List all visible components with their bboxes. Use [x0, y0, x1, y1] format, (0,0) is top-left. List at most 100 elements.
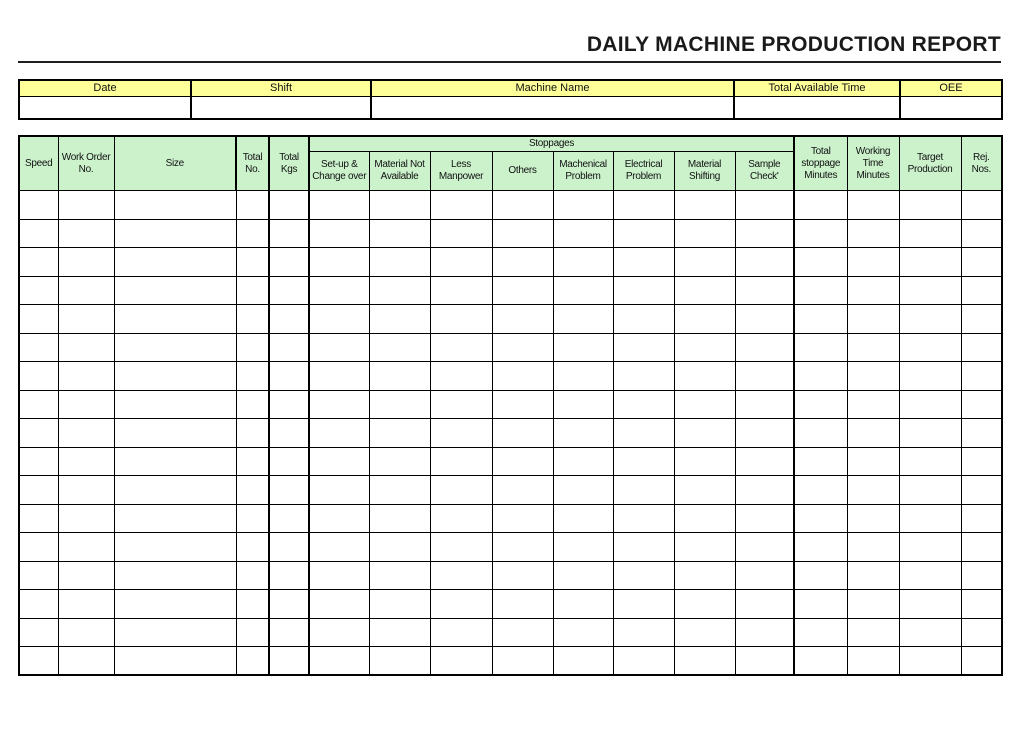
body-cell[interactable]: [673, 589, 736, 619]
body-cell[interactable]: [612, 475, 675, 505]
body-cell[interactable]: [612, 218, 675, 248]
body-cell[interactable]: [960, 503, 1003, 533]
body-cell[interactable]: [18, 190, 59, 220]
body-cell[interactable]: [491, 475, 554, 505]
body-cell[interactable]: [308, 560, 370, 590]
body-cell[interactable]: [898, 418, 962, 448]
body-cell[interactable]: [57, 475, 115, 505]
body-cell[interactable]: [612, 304, 675, 334]
body-cell[interactable]: [612, 589, 675, 619]
body-cell[interactable]: [491, 560, 554, 590]
body-cell[interactable]: [898, 503, 962, 533]
body-cell[interactable]: [793, 446, 848, 476]
body-cell[interactable]: [960, 617, 1003, 647]
total-available-time-value-cell[interactable]: [733, 95, 901, 120]
body-cell[interactable]: [491, 589, 554, 619]
body-cell[interactable]: [113, 418, 237, 448]
body-cell[interactable]: [898, 446, 962, 476]
body-cell[interactable]: [960, 646, 1003, 676]
body-cell[interactable]: [429, 304, 493, 334]
body-cell[interactable]: [18, 218, 59, 248]
body-cell[interactable]: [429, 361, 493, 391]
body-cell[interactable]: [429, 332, 493, 362]
body-cell[interactable]: [113, 304, 237, 334]
body-cell[interactable]: [846, 332, 900, 362]
body-cell[interactable]: [612, 617, 675, 647]
body-cell[interactable]: [898, 389, 962, 419]
body-cell[interactable]: [429, 560, 493, 590]
body-cell[interactable]: [673, 446, 736, 476]
body-cell[interactable]: [235, 589, 270, 619]
body-cell[interactable]: [235, 332, 270, 362]
body-cell[interactable]: [734, 247, 795, 277]
body-cell[interactable]: [846, 475, 900, 505]
body-cell[interactable]: [612, 275, 675, 305]
body-cell[interactable]: [18, 503, 59, 533]
body-cell[interactable]: [846, 532, 900, 562]
body-cell[interactable]: [734, 418, 795, 448]
body-cell[interactable]: [308, 218, 370, 248]
body-cell[interactable]: [57, 190, 115, 220]
body-cell[interactable]: [491, 389, 554, 419]
body-cell[interactable]: [491, 418, 554, 448]
body-cell[interactable]: [960, 446, 1003, 476]
body-cell[interactable]: [673, 361, 736, 391]
body-cell[interactable]: [57, 247, 115, 277]
body-cell[interactable]: [57, 589, 115, 619]
body-cell[interactable]: [552, 304, 614, 334]
body-cell[interactable]: [308, 503, 370, 533]
body-cell[interactable]: [235, 418, 270, 448]
body-cell[interactable]: [113, 646, 237, 676]
body-cell[interactable]: [612, 418, 675, 448]
body-cell[interactable]: [552, 275, 614, 305]
body-cell[interactable]: [268, 304, 310, 334]
body-cell[interactable]: [793, 332, 848, 362]
body-cell[interactable]: [673, 617, 736, 647]
body-cell[interactable]: [308, 418, 370, 448]
body-cell[interactable]: [308, 190, 370, 220]
body-cell[interactable]: [368, 532, 431, 562]
body-cell[interactable]: [268, 218, 310, 248]
body-cell[interactable]: [368, 247, 431, 277]
body-cell[interactable]: [960, 418, 1003, 448]
body-cell[interactable]: [235, 218, 270, 248]
body-cell[interactable]: [612, 446, 675, 476]
body-cell[interactable]: [308, 247, 370, 277]
body-cell[interactable]: [960, 304, 1003, 334]
body-cell[interactable]: [368, 218, 431, 248]
body-cell[interactable]: [368, 275, 431, 305]
body-cell[interactable]: [235, 446, 270, 476]
body-cell[interactable]: [552, 361, 614, 391]
body-cell[interactable]: [552, 475, 614, 505]
body-cell[interactable]: [235, 617, 270, 647]
body-cell[interactable]: [898, 617, 962, 647]
body-cell[interactable]: [793, 560, 848, 590]
body-cell[interactable]: [898, 589, 962, 619]
body-cell[interactable]: [491, 190, 554, 220]
body-cell[interactable]: [846, 418, 900, 448]
body-cell[interactable]: [429, 218, 493, 248]
body-cell[interactable]: [57, 275, 115, 305]
body-cell[interactable]: [898, 275, 962, 305]
body-cell[interactable]: [846, 247, 900, 277]
body-cell[interactable]: [846, 389, 900, 419]
body-cell[interactable]: [18, 646, 59, 676]
body-cell[interactable]: [113, 389, 237, 419]
body-cell[interactable]: [18, 560, 59, 590]
body-cell[interactable]: [793, 503, 848, 533]
body-cell[interactable]: [734, 646, 795, 676]
body-cell[interactable]: [268, 332, 310, 362]
body-cell[interactable]: [429, 646, 493, 676]
body-cell[interactable]: [57, 389, 115, 419]
body-cell[interactable]: [57, 617, 115, 647]
body-cell[interactable]: [113, 361, 237, 391]
body-cell[interactable]: [57, 503, 115, 533]
body-cell[interactable]: [898, 218, 962, 248]
body-cell[interactable]: [734, 503, 795, 533]
body-cell[interactable]: [898, 361, 962, 391]
shift-value-cell[interactable]: [190, 95, 372, 120]
body-cell[interactable]: [846, 446, 900, 476]
body-cell[interactable]: [612, 190, 675, 220]
body-cell[interactable]: [898, 532, 962, 562]
body-cell[interactable]: [846, 646, 900, 676]
